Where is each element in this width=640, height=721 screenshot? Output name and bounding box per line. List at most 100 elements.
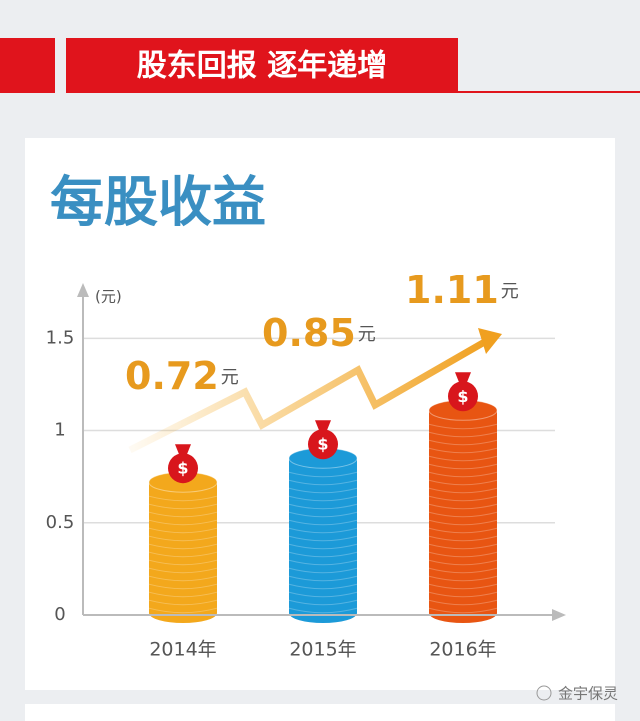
coin-edge xyxy=(428,559,498,566)
coin-edge xyxy=(288,599,358,606)
coin-edge xyxy=(428,423,498,430)
coin-edge xyxy=(288,503,358,510)
coin-edge xyxy=(428,431,498,438)
coin-edge xyxy=(428,575,498,582)
coin-edge xyxy=(288,607,358,614)
coin-edge xyxy=(148,607,218,614)
trend-arrow xyxy=(128,336,490,454)
coin-edge xyxy=(288,527,358,534)
coin-edge xyxy=(428,503,498,510)
money-bag-symbol: $ xyxy=(317,435,328,454)
coin-edge xyxy=(428,511,498,518)
money-bag xyxy=(168,453,198,484)
bar xyxy=(149,482,217,613)
coin-edge xyxy=(428,599,498,606)
watermark: 金宇保灵 xyxy=(558,685,618,703)
value-label-number: 1.11 xyxy=(405,268,499,312)
coin-edge xyxy=(148,519,218,526)
coin-edge xyxy=(288,479,358,486)
coin-edge xyxy=(288,591,358,598)
y-unit: (元) xyxy=(95,288,122,306)
value-label-unit: 元 xyxy=(501,281,519,302)
coin-edge xyxy=(288,487,358,494)
coin-edge xyxy=(428,447,498,454)
next-card xyxy=(25,704,615,721)
coin-edge xyxy=(148,599,218,606)
coin-edge xyxy=(148,559,218,566)
coin-edge xyxy=(428,535,498,542)
coin-edge xyxy=(288,511,358,518)
money-bag xyxy=(308,429,338,460)
coin-edge xyxy=(428,527,498,534)
value-label-number: 0.85 xyxy=(262,311,356,355)
trend-arrow-head xyxy=(478,328,502,354)
coin-edge xyxy=(288,575,358,582)
x-axis-arrow xyxy=(552,609,566,621)
coin-edge xyxy=(148,575,218,582)
coin-edge xyxy=(148,551,218,558)
coin-edge xyxy=(288,519,358,526)
coin-edge xyxy=(428,567,498,574)
coin-edge xyxy=(148,495,218,502)
coin-edge xyxy=(428,439,498,446)
coin-edge xyxy=(428,455,498,462)
money-bag-tie xyxy=(455,372,471,383)
x-tick-label: 2014年 xyxy=(149,639,216,661)
x-tick-label: 2016年 xyxy=(429,639,496,661)
bar xyxy=(429,410,497,613)
coin-edge xyxy=(428,543,498,550)
coin-edge xyxy=(428,583,498,590)
value-label-number: 0.72 xyxy=(125,354,219,398)
banner-title: 股东回报 逐年递增 xyxy=(137,49,387,84)
coin-edge xyxy=(428,479,498,486)
money-bag-tie xyxy=(175,444,191,455)
value-label-unit: 元 xyxy=(358,324,376,345)
coin-edge xyxy=(288,551,358,558)
coin-edge xyxy=(148,503,218,510)
coin-edge xyxy=(148,543,218,550)
value-label: 0.85 元 xyxy=(262,311,376,355)
coin-edge xyxy=(428,487,498,494)
coin-edge xyxy=(428,551,498,558)
coin-edge xyxy=(428,519,498,526)
value-label-unit: 元 xyxy=(221,367,239,388)
banner xyxy=(66,38,458,93)
money-bag-tie xyxy=(315,420,331,431)
y-axis-arrow xyxy=(77,283,89,297)
bar xyxy=(289,458,357,613)
value-label: 0.72 元 xyxy=(125,354,239,398)
coin-edge xyxy=(288,567,358,574)
coin-edge xyxy=(288,495,358,502)
coin-edge xyxy=(428,591,498,598)
coin-edge xyxy=(148,511,218,518)
coin-edge xyxy=(288,583,358,590)
chart-title: 每股收益 xyxy=(50,171,266,234)
x-tick-label: 2015年 xyxy=(289,639,356,661)
coin-edge xyxy=(428,495,498,502)
wechat-icon xyxy=(536,685,552,701)
coin-edge xyxy=(288,535,358,542)
coin-edge xyxy=(428,463,498,470)
money-bag xyxy=(448,381,478,412)
coin-edge xyxy=(148,583,218,590)
coin-edge xyxy=(428,607,498,614)
coin-edge xyxy=(288,543,358,550)
coin-edge xyxy=(148,567,218,574)
coin-edge xyxy=(428,471,498,478)
y-tick-label: 1 xyxy=(54,420,65,441)
y-tick-label: 0.5 xyxy=(46,512,75,533)
coin-edge xyxy=(288,471,358,478)
y-tick-label: 0 xyxy=(54,604,65,625)
coin-edge xyxy=(288,559,358,566)
money-bag-symbol: $ xyxy=(177,459,188,478)
banner-block xyxy=(0,38,55,93)
y-tick-label: 1.5 xyxy=(46,327,75,348)
coin-edge xyxy=(148,527,218,534)
value-label: 1.11 元 xyxy=(405,268,519,312)
coin-edge xyxy=(148,591,218,598)
money-bag-symbol: $ xyxy=(457,387,468,406)
coin-edge xyxy=(148,535,218,542)
